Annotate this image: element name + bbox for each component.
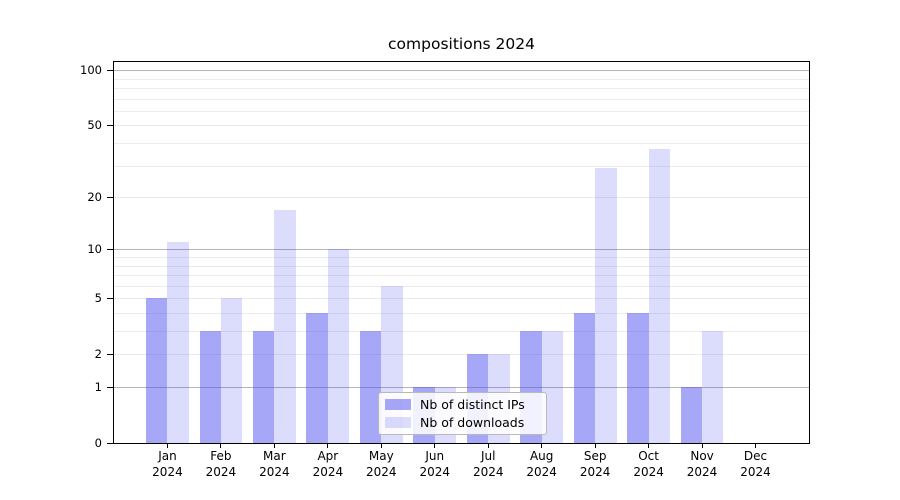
grid-line-minor xyxy=(114,275,809,277)
y-tick-label: 100 xyxy=(80,63,102,78)
grid-line-minor xyxy=(114,331,809,333)
y-tick xyxy=(107,386,113,388)
bar xyxy=(167,242,189,443)
grid-line-minor xyxy=(114,98,809,100)
grid-line-minor xyxy=(114,312,809,314)
x-tick xyxy=(166,444,168,448)
x-tick-label: Jul 2024 xyxy=(472,449,504,479)
x-tick xyxy=(487,444,489,448)
bar xyxy=(627,312,649,443)
x-tick-label: Jan 2024 xyxy=(152,449,183,479)
bar xyxy=(702,331,724,443)
y-tick xyxy=(107,353,113,355)
grid-line-minor xyxy=(114,354,809,356)
y-tick xyxy=(107,124,113,126)
grid-line-minor xyxy=(114,78,809,80)
y-tick xyxy=(107,297,113,299)
bar xyxy=(253,331,275,443)
bar xyxy=(541,331,564,443)
x-tick-label: Nov 2024 xyxy=(686,449,718,479)
x-tick xyxy=(434,444,436,448)
legend-swatch xyxy=(385,417,411,429)
legend-item: Nb of distinct IPs xyxy=(385,395,538,413)
grid-line-minor xyxy=(114,197,809,199)
grid-line-minor xyxy=(114,298,809,300)
grid-line-minor xyxy=(114,143,809,145)
legend-label: Nb of downloads xyxy=(420,415,525,431)
x-tick xyxy=(701,444,703,448)
x-tick xyxy=(541,444,543,448)
bar xyxy=(573,312,596,443)
grid-line-major xyxy=(114,70,809,72)
bar xyxy=(595,168,617,443)
x-tick xyxy=(594,444,596,448)
bar xyxy=(199,331,221,443)
x-tick-label: Mar 2024 xyxy=(259,449,290,479)
x-tick-label: Oct 2024 xyxy=(633,449,664,479)
x-tick-label: May 2024 xyxy=(366,449,397,479)
y-tick-label: 50 xyxy=(87,118,102,133)
legend-item: Nb of downloads xyxy=(385,414,538,432)
x-tick xyxy=(648,444,650,448)
grid-line-minor xyxy=(114,125,809,127)
y-tick-label: 10 xyxy=(87,242,102,257)
grid-line-minor xyxy=(114,165,809,167)
y-tick-label: 2 xyxy=(94,347,102,362)
y-tick xyxy=(107,248,113,250)
bar xyxy=(306,312,328,443)
x-tick xyxy=(327,444,329,448)
y-tick-label: 1 xyxy=(94,380,102,394)
bar xyxy=(274,209,296,443)
grid-line-minor xyxy=(114,88,809,90)
x-tick-label: Sep 2024 xyxy=(579,449,611,479)
grid-line-minor xyxy=(114,285,809,287)
y-tick-label: 5 xyxy=(94,291,102,306)
bar xyxy=(220,298,243,443)
bar xyxy=(359,331,382,443)
x-tick xyxy=(273,444,275,448)
grid-line-minor xyxy=(114,110,809,112)
legend: Nb of distinct IPs Nb of downloads xyxy=(378,392,547,435)
grid-line-minor xyxy=(114,257,809,258)
bar xyxy=(327,249,350,443)
x-tick-label: Feb 2024 xyxy=(205,449,237,479)
plot-area: Nb of distinct IPs Nb of downloads xyxy=(113,61,810,444)
legend-label: Nb of distinct IPs xyxy=(420,396,525,412)
bar xyxy=(648,149,670,443)
bar xyxy=(146,298,168,443)
x-tick-label: Dec 2024 xyxy=(740,449,771,479)
grid-line-major xyxy=(114,249,809,251)
y-tick xyxy=(107,196,113,198)
chart-title: compositions 2024 xyxy=(388,35,535,53)
x-tick xyxy=(380,444,382,448)
y-tick xyxy=(107,442,113,444)
x-tick-label: Apr 2024 xyxy=(312,449,344,479)
y-tick-label: 0 xyxy=(94,436,102,450)
x-tick-label: Jun 2024 xyxy=(419,449,451,479)
x-tick xyxy=(755,444,757,448)
grid-line-minor xyxy=(114,265,809,267)
y-tick xyxy=(107,69,113,71)
bar xyxy=(680,387,703,443)
x-tick-label: Aug 2024 xyxy=(526,449,557,479)
x-tick xyxy=(220,444,222,448)
grid-line-major xyxy=(114,387,809,388)
legend-swatch xyxy=(385,398,411,410)
y-tick-label: 20 xyxy=(87,190,102,205)
